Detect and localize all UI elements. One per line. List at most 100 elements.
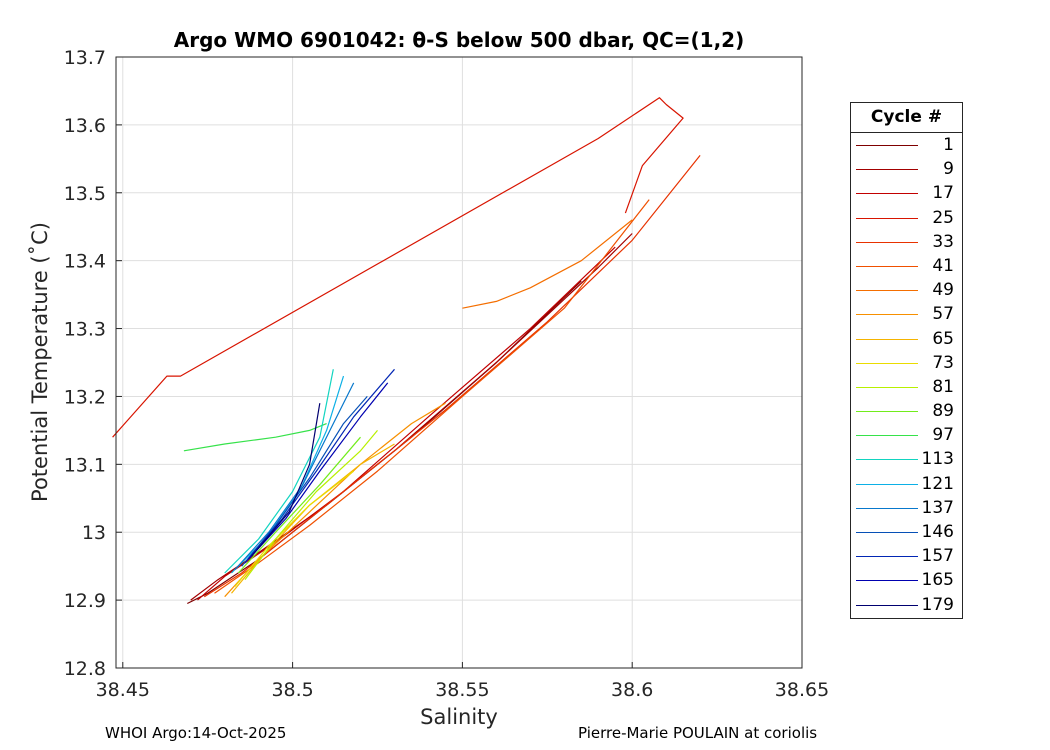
legend-item: 25 — [851, 206, 962, 230]
series-line-cycle-165 — [247, 382, 389, 560]
y-tick-label: 13.3 — [64, 319, 106, 341]
legend-item: 146 — [851, 520, 962, 544]
footer-left: WHOI Argo:14-Oct-2025 — [105, 724, 287, 742]
y-axis-label: Potential Temperature (˚C) — [28, 222, 52, 502]
legend-item: 165 — [851, 568, 962, 592]
legend-swatch — [856, 265, 918, 267]
series-line-cycle-179 — [251, 403, 321, 557]
legend-label: 25 — [932, 207, 954, 228]
y-tick-label: 13.4 — [64, 251, 106, 273]
series-line-cycle-146 — [241, 396, 368, 567]
legend-swatch — [856, 217, 918, 219]
series-line-cycle-49 — [462, 219, 633, 309]
legend-swatch — [856, 386, 918, 388]
legend-label: 41 — [932, 255, 954, 276]
legend-swatch — [856, 362, 918, 364]
legend-item: 33 — [851, 230, 962, 254]
y-tick-label: 12.8 — [64, 658, 106, 680]
x-tick-label: 38.5 — [271, 679, 313, 701]
plot-frame — [115, 56, 803, 669]
legend-swatch — [856, 338, 918, 340]
plot-area — [116, 57, 802, 668]
legend-label: 9 — [943, 159, 954, 180]
y-tick-label: 12.9 — [64, 590, 106, 612]
x-tick-label: 38.55 — [435, 679, 489, 701]
legend-swatch — [856, 459, 918, 461]
legend-title: Cycle # — [851, 103, 962, 133]
y-tick-label: 13.6 — [64, 115, 106, 137]
x-tick-label: 38.6 — [611, 679, 653, 701]
series-line-cycle-157 — [244, 368, 395, 564]
legend-item: 89 — [851, 399, 962, 423]
legend-item: 157 — [851, 544, 962, 568]
legend-item: 121 — [851, 472, 962, 496]
legend-item: 81 — [851, 375, 962, 399]
legend-label: 65 — [932, 328, 954, 349]
series-line-cycle-81 — [244, 430, 378, 581]
legend-item: 65 — [851, 327, 962, 351]
footer-right: Pierre-Marie POULAIN at coriolis — [578, 724, 818, 742]
legend-swatch — [856, 532, 918, 533]
y-tick-label: 13 — [82, 522, 106, 544]
series-line-cycle-41 — [214, 199, 650, 594]
legend-item: 113 — [851, 447, 962, 471]
legend-label: 49 — [932, 280, 954, 301]
legend-label: 33 — [932, 231, 954, 252]
legend-item: 57 — [851, 302, 962, 326]
legend-item: 9 — [851, 157, 962, 181]
legend-swatch — [856, 193, 918, 195]
legend-swatch — [856, 580, 918, 582]
y-tick-label: 13.5 — [64, 183, 106, 205]
legend-label: 97 — [932, 425, 954, 446]
series-line-cycle-137 — [234, 382, 355, 571]
legend-item: 73 — [851, 351, 962, 375]
legend-swatch — [856, 435, 918, 437]
x-axis-label: Salinity — [420, 705, 498, 729]
legend-item: 97 — [851, 423, 962, 447]
y-tick-label: 13.2 — [64, 386, 106, 408]
legend-label: 165 — [921, 570, 954, 591]
legend-item: 41 — [851, 254, 962, 278]
legend-label: 137 — [921, 497, 954, 518]
y-tick-label: 13.1 — [64, 454, 106, 476]
legend-swatch — [856, 411, 918, 413]
legend-swatch — [856, 507, 918, 509]
legend-item: 1 — [851, 133, 962, 157]
legend-label: 57 — [932, 304, 954, 325]
legend-swatch — [856, 604, 918, 606]
series-layer — [112, 97, 701, 605]
legend-swatch — [856, 314, 918, 316]
legend-swatch — [856, 145, 918, 146]
legend-label: 146 — [921, 522, 954, 542]
legend-rows: 1 9 17 25 33 41 49 57 65 73 81 89 97 113 121 137 146 157 1… — [851, 133, 962, 617]
legend-label: 1 — [943, 135, 954, 155]
series-line-cycle-33 — [203, 155, 701, 598]
legend-label: 73 — [932, 352, 954, 373]
x-axis: 38.45 38.5 38.55 38.6 38.65 — [96, 662, 829, 701]
legend-label: 81 — [932, 376, 954, 397]
legend-label: 121 — [921, 473, 954, 494]
legend-item: 49 — [851, 278, 962, 302]
chart-title: Argo WMO 6901042: θ-S below 500 dbar, QC… — [174, 28, 744, 52]
legend-label: 17 — [932, 183, 954, 204]
legend-item: 179 — [851, 593, 962, 617]
legend-label: 179 — [921, 594, 954, 615]
legend-swatch — [856, 241, 918, 243]
series-line-cycle-73 — [234, 470, 355, 587]
legend-label: 113 — [921, 449, 954, 470]
legend-label: 157 — [921, 546, 954, 567]
x-tick-label: 38.45 — [96, 679, 150, 701]
legend-label: 89 — [932, 401, 954, 422]
legend-swatch — [856, 483, 918, 485]
series-line-cycle-89 — [237, 436, 361, 574]
series-line-cycle-25 — [112, 97, 684, 438]
y-axis: 12.8 12.9 13 13.1 13.2 13.3 13.4 13.5 13.6 13.7 — [64, 47, 122, 680]
x-tick-label: 38.65 — [775, 679, 829, 701]
legend: Cycle # 1 9 17 25 33 41 49 57 65 73 81 89 97 113 121 13… — [850, 102, 963, 619]
y-tick-label: 13.7 — [64, 47, 106, 69]
legend-swatch — [856, 169, 918, 171]
legend-item: 137 — [851, 496, 962, 520]
legend-item: 17 — [851, 181, 962, 205]
series-line-cycle-113 — [224, 369, 334, 574]
